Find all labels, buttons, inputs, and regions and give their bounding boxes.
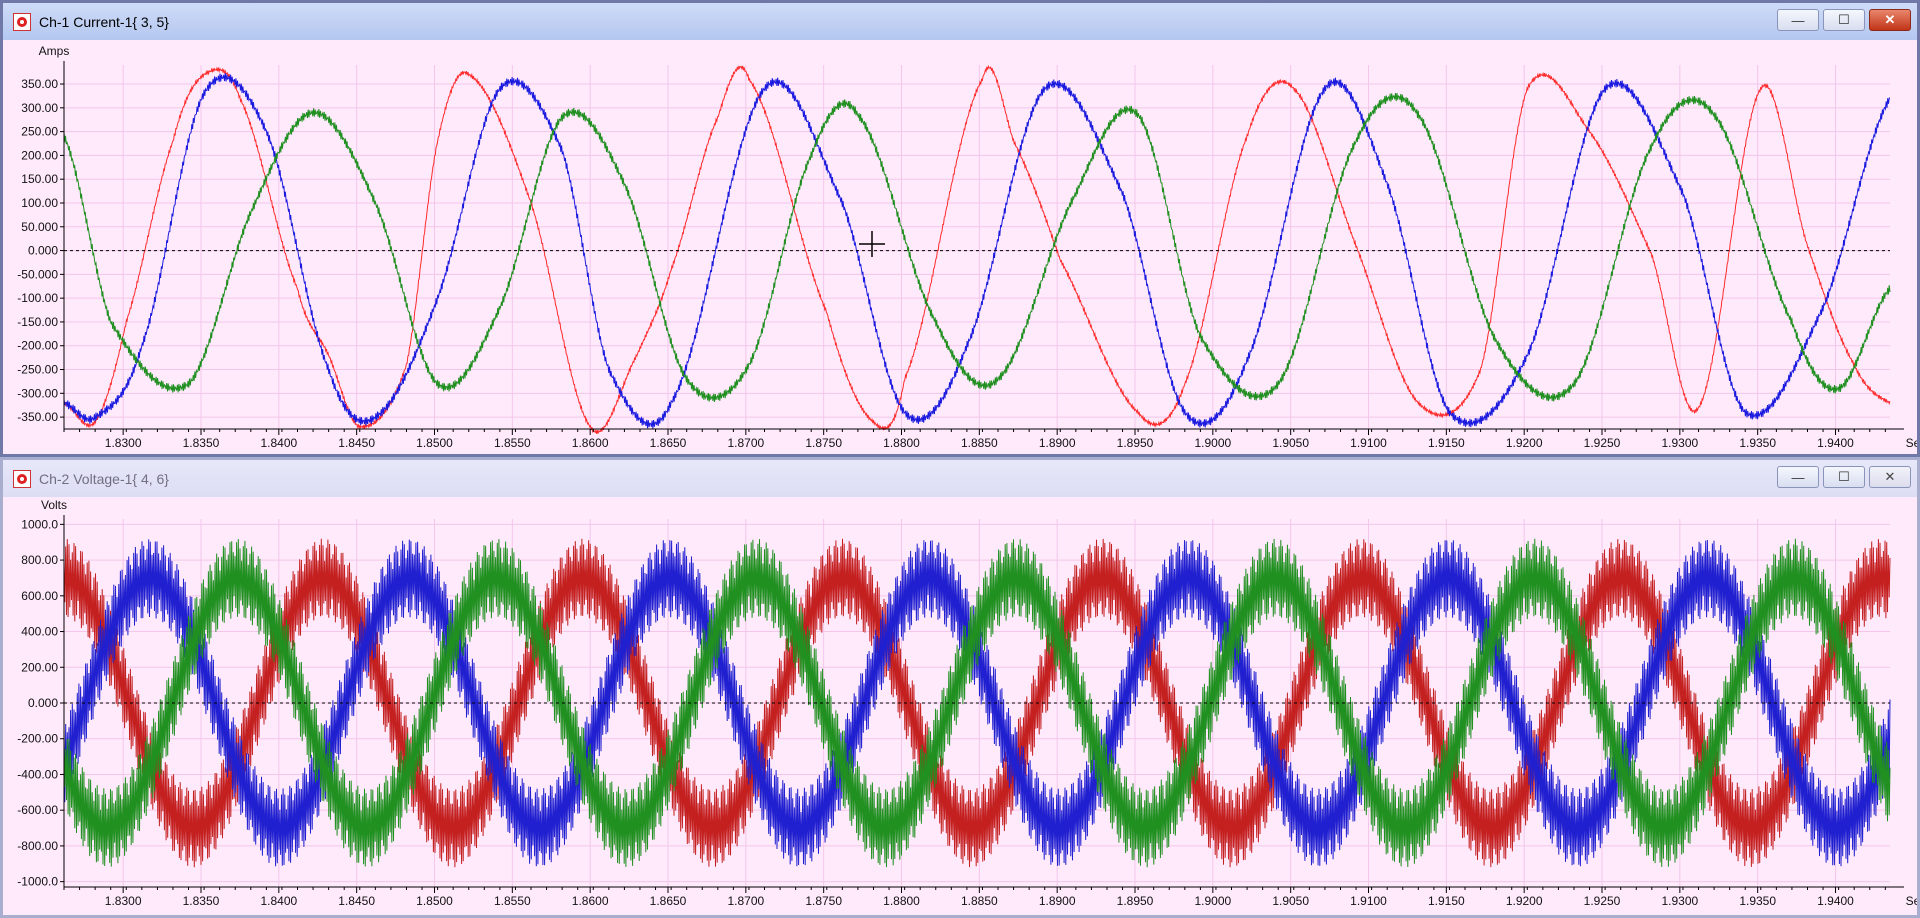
x-tick-label: 1.9400	[1817, 894, 1854, 908]
app-icon	[13, 12, 31, 31]
x-tick-label: 1.9400	[1817, 436, 1854, 450]
y-tick-label: 50.000	[21, 220, 58, 234]
x-tick-label: 1.8400	[260, 894, 297, 908]
y-tick-label: -400.00	[17, 767, 58, 781]
y-tick-label: 1000.0	[21, 517, 58, 531]
title-bar[interactable]: Ch-1 Current-1{ 3, 5} — ☐ ✕	[3, 3, 1917, 40]
y-tick-label: 250.00	[21, 125, 58, 139]
minimize-button[interactable]: —	[1777, 466, 1819, 488]
x-tick-label: 1.8400	[260, 436, 297, 450]
y-tick-label: 200.00	[21, 148, 58, 162]
maximize-button[interactable]: ☐	[1823, 466, 1865, 488]
x-tick-label: 1.8550	[494, 894, 531, 908]
series-line-3	[63, 92, 1891, 403]
x-tick-label: 1.9100	[1350, 436, 1387, 450]
close-button[interactable]: ✕	[1869, 466, 1911, 488]
y-tick-label: -100.00	[17, 291, 58, 305]
x-tick-label: 1.9150	[1428, 436, 1465, 450]
close-button[interactable]: ✕	[1869, 9, 1911, 31]
y-tick-label: -350.00	[17, 410, 58, 424]
x-tick-label: 1.8450	[338, 894, 375, 908]
x-tick-label: 1.8950	[1117, 436, 1154, 450]
y-tick-label: 200.00	[21, 660, 58, 674]
x-tick-label: 1.9350	[1739, 894, 1776, 908]
x-tick-label: 1.8500	[416, 436, 453, 450]
x-tick-label: 1.8900	[1039, 894, 1076, 908]
x-tick-label: 1.9100	[1350, 894, 1387, 908]
x-axis-label: Sec	[1906, 436, 1917, 450]
y-axis-label: Amps	[39, 44, 70, 58]
y-tick-label: 0.000	[28, 244, 58, 258]
x-tick-label: 1.8600	[572, 894, 609, 908]
x-tick-label: 1.9000	[1194, 894, 1231, 908]
minimize-button[interactable]: —	[1777, 9, 1819, 31]
voltage-plot[interactable]: 1000.0 800.00 600.00 400.00 200.00 0.000 -200.…	[3, 497, 1917, 915]
y-axis-label: Volts	[41, 498, 67, 512]
x-tick-label: 1.8750	[805, 894, 842, 908]
y-tick-label: -250.00	[17, 363, 58, 377]
x-tick-label: 1.9200	[1506, 436, 1543, 450]
x-tick-label: 1.8350	[183, 436, 220, 450]
x-tick-label: 1.8450	[338, 436, 375, 450]
y-tick-label: 600.00	[21, 589, 58, 603]
x-tick-label: 1.8600	[572, 436, 609, 450]
series-line-1	[63, 64, 1891, 434]
x-tick-label: 1.9050	[1272, 894, 1309, 908]
y-tick-label: -300.00	[17, 386, 58, 400]
voltage-chart-window: Ch-2 Voltage-1{ 4, 6} — ☐ ✕ 1000.0 800.00…	[0, 457, 1920, 918]
x-tick-label: 1.9350	[1739, 436, 1776, 450]
crosshair-cursor-icon	[859, 231, 885, 257]
y-tick-label: -150.00	[17, 315, 58, 329]
x-tick-label: 1.9150	[1428, 894, 1465, 908]
x-tick-label: 1.8650	[650, 436, 687, 450]
x-tick-label: 1.9000	[1194, 436, 1231, 450]
current-chart-window: Ch-1 Current-1{ 3, 5} — ☐ ✕ 350.00 300.00…	[0, 0, 1920, 457]
x-tick-label: 1.8350	[183, 894, 220, 908]
y-tick-label: 100.00	[21, 196, 58, 210]
y-tick-label: 400.00	[21, 625, 58, 639]
current-plot[interactable]: 350.00 300.00 250.00 200.00 150.00 100.00 50.0…	[3, 40, 1917, 454]
window-title: Ch-1 Current-1{ 3, 5}	[39, 13, 169, 30]
x-tick-label: 1.8700	[727, 436, 764, 450]
x-tick-label: 1.9050	[1272, 436, 1309, 450]
x-tick-label: 1.8850	[961, 436, 998, 450]
series-line-2	[63, 73, 1891, 429]
x-tick-label: 1.8500	[416, 894, 453, 908]
y-tick-label: 0.000	[28, 696, 58, 710]
window-title: Ch-2 Voltage-1{ 4, 6}	[39, 470, 169, 487]
app-icon	[13, 469, 31, 488]
title-bar[interactable]: Ch-2 Voltage-1{ 4, 6} — ☐ ✕	[3, 460, 1917, 497]
y-tick-label: 800.00	[21, 553, 58, 567]
x-tick-label: 1.9300	[1661, 894, 1698, 908]
x-tick-label: 1.9250	[1584, 894, 1621, 908]
x-tick-label: 1.8300	[105, 436, 142, 450]
x-tick-label: 1.8800	[883, 894, 920, 908]
maximize-button[interactable]: ☐	[1823, 9, 1865, 31]
x-tick-label: 1.8650	[650, 894, 687, 908]
x-tick-label: 1.8550	[494, 436, 531, 450]
x-tick-label: 1.8900	[1039, 436, 1076, 450]
y-tick-label: 150.00	[21, 172, 58, 186]
x-axis-label: Sec	[1906, 894, 1917, 908]
x-tick-label: 1.8850	[961, 894, 998, 908]
x-tick-label: 1.8950	[1117, 894, 1154, 908]
x-tick-label: 1.9250	[1584, 436, 1621, 450]
y-tick-label: -600.00	[17, 803, 58, 817]
x-tick-label: 1.8700	[727, 894, 764, 908]
series-line-3	[63, 538, 1891, 868]
y-tick-label: -800.00	[17, 839, 58, 853]
x-tick-label: 1.9300	[1661, 436, 1698, 450]
y-tick-label: -1000.0	[17, 875, 58, 889]
y-tick-label: 350.00	[21, 77, 58, 91]
x-tick-label: 1.8750	[805, 436, 842, 450]
x-tick-label: 1.8300	[105, 894, 142, 908]
x-tick-label: 1.9200	[1506, 894, 1543, 908]
y-tick-label: -200.00	[17, 732, 58, 746]
y-tick-label: 300.00	[21, 101, 58, 115]
x-tick-label: 1.8800	[883, 436, 920, 450]
y-tick-label: -200.00	[17, 339, 58, 353]
y-tick-label: -50.000	[17, 267, 58, 281]
